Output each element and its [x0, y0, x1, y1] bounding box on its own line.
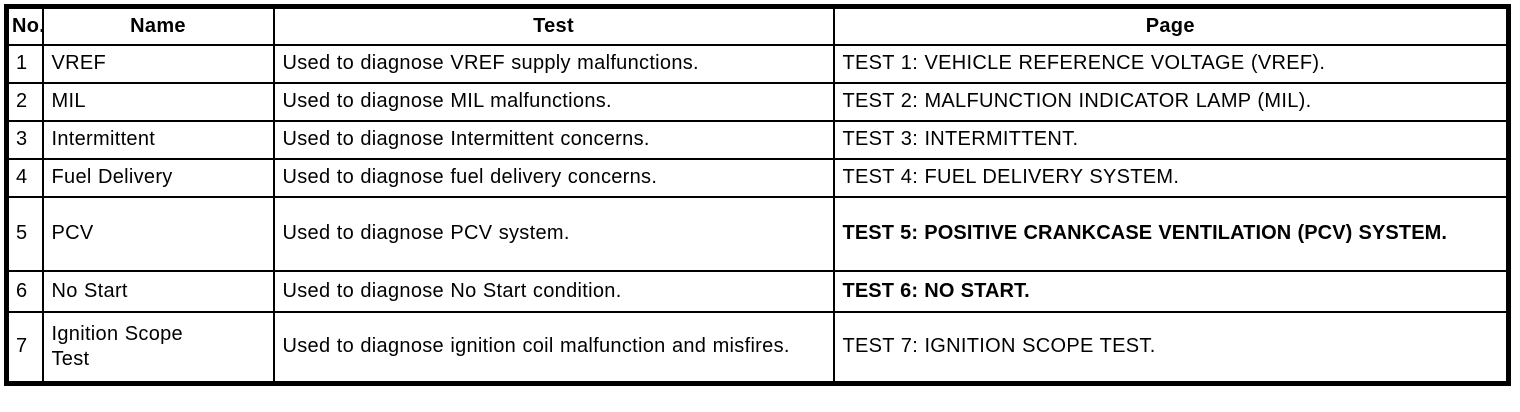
row-number: 4 — [5, 157, 44, 198]
row-name-text: Ignition Scope Test — [51, 322, 183, 370]
row-name-text: No Start — [51, 279, 128, 302]
table-row: 2 MIL Used to diagnose MIL malfunctions.… — [5, 81, 1510, 122]
table-row: 7 Ignition Scope Test Used to diagnose i… — [5, 310, 1510, 385]
row-name: Intermittent — [41, 119, 275, 160]
row-name: MIL — [41, 81, 275, 122]
header-row: No. Name Test Page — [5, 5, 1510, 46]
table-row: 3 Intermittent Used to diagnose Intermit… — [5, 119, 1510, 160]
row-number: 3 — [5, 119, 44, 160]
row-test: Used to diagnose No Start condition. — [272, 269, 835, 313]
header-no: No. — [5, 5, 44, 46]
row-name-text: MIL — [51, 90, 86, 112]
header-name: Name — [41, 5, 275, 46]
row-number: 1 — [5, 43, 44, 84]
row-number: 2 — [5, 81, 44, 122]
table-row: 4 Fuel Delivery Used to diagnose fuel de… — [5, 157, 1510, 198]
row-name-text: Fuel Delivery — [51, 166, 173, 188]
row-page: TEST 5: POSITIVE CRANKCASE VENTILATION (… — [832, 195, 1510, 272]
row-page: TEST 7: IGNITION SCOPE TEST. — [832, 310, 1510, 385]
row-test: Used to diagnose PCV system. — [272, 195, 835, 272]
row-page: TEST 3: INTERMITTENT. — [832, 119, 1510, 160]
table-row: 5 PCV Used to diagnose PCV system. TEST … — [5, 195, 1510, 272]
row-name-text: VREF — [51, 52, 107, 74]
row-test: Used to diagnose VREF supply malfunction… — [272, 43, 835, 84]
table-row: 6 No Start Used to diagnose No Start con… — [5, 269, 1510, 313]
row-name: Ignition Scope Test — [41, 310, 275, 385]
header-page: Page — [832, 5, 1510, 46]
row-page: TEST 4: FUEL DELIVERY SYSTEM. — [832, 157, 1510, 198]
row-name-text: Intermittent — [51, 128, 156, 150]
row-page: TEST 6: NO START. — [832, 269, 1510, 313]
row-name-text: PCV — [51, 222, 94, 244]
row-number: 6 — [5, 269, 44, 313]
row-name: No Start — [41, 269, 275, 313]
row-page: TEST 1: VEHICLE REFERENCE VOLTAGE (VREF)… — [832, 43, 1510, 84]
row-test: Used to diagnose fuel delivery concerns. — [272, 157, 835, 198]
header-test: Test — [272, 5, 835, 46]
table-row: 1 VREF Used to diagnose VREF supply malf… — [5, 43, 1510, 84]
row-number: 7 — [5, 310, 44, 385]
row-test: Used to diagnose Intermittent concerns. — [272, 119, 835, 160]
row-name: VREF — [41, 43, 275, 84]
row-name: Fuel Delivery — [41, 157, 275, 198]
diagnostic-tests-table: No. Name Test Page 1 VREF Used to diagno… — [4, 4, 1511, 386]
row-number: 5 — [5, 195, 44, 272]
row-test: Used to diagnose MIL malfunctions. — [272, 81, 835, 122]
row-name: PCV — [41, 195, 275, 272]
row-page: TEST 2: MALFUNCTION INDICATOR LAMP (MIL)… — [832, 81, 1510, 122]
row-test: Used to diagnose ignition coil malfuncti… — [272, 310, 835, 385]
